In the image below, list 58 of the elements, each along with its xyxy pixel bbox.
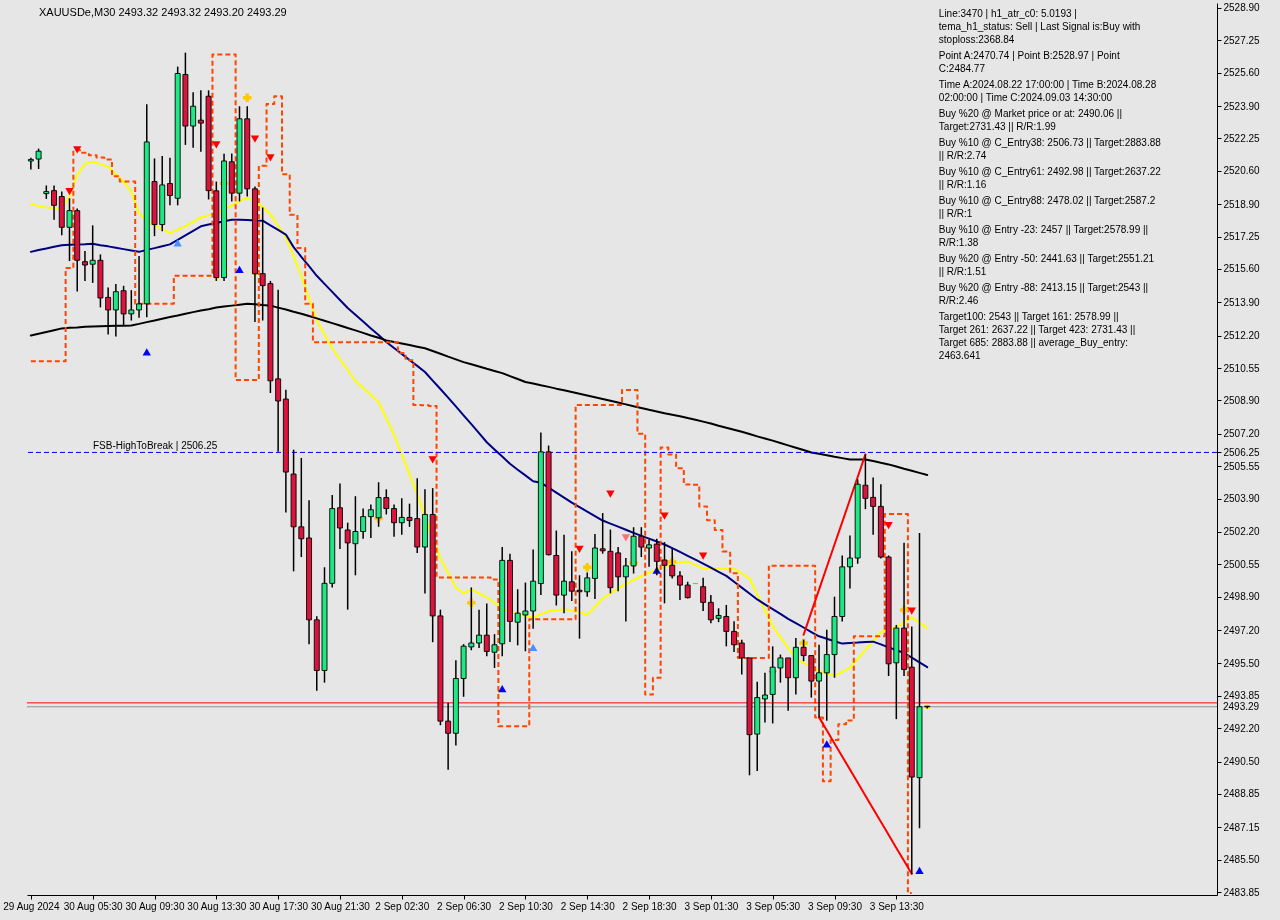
y-tick-label: 2507.20 (1223, 428, 1261, 440)
y-tick-label: 2503.90 (1223, 493, 1261, 505)
x-tick-label: 30 Aug 13:30 (187, 900, 247, 912)
annotation: Target100: 2543 || Target 161: 2578.99 || Target 261: 2637.22 || Target 423: 2731.43 || Target 685: 2883.88 || average_Buy_entry: 2463.641 (938, 311, 1136, 361)
y-tick-label: 2528.90 (1223, 2, 1261, 14)
y-tick-label: 2525.60 (1223, 67, 1261, 79)
y-tick-label: 2508.90 (1223, 394, 1261, 406)
y-tick-label: 2506.25 (1223, 446, 1261, 458)
y-tick-label: 2488.85 (1223, 788, 1261, 800)
annotation: Buy %10 @ Entry -23: 2457 || Target:2578.99 || R/R:1.38 (938, 224, 1149, 248)
x-tick-label: 3 Sep 13:30 (869, 900, 925, 912)
y-tick-label: 2502.20 (1223, 526, 1261, 538)
y-tick-label: 2517.25 (1223, 231, 1261, 243)
y-tick-label: 2527.25 (1223, 34, 1261, 46)
annotation: Time A:2024.08.22 17:00:00 | Time B:2024.08.28 02:00:00 | Time C:2024.09.03 14:30:00 (938, 79, 1157, 103)
annotation: Buy %20 @ Entry -50: 2441.63 || Target:2551.21 || R/R:1.51 (938, 253, 1155, 277)
x-tick-label: 30 Aug 05:30 (63, 900, 124, 912)
annotation: Line:3470 | h1_atr_c0: 5.0193 | tema_h1_status: Sell | Last Signal is:Buy with stoploss:2368.84 (938, 8, 1141, 45)
y-tick-label: 2485.50 (1223, 854, 1261, 866)
y-tick-label: 2522.25 (1223, 132, 1261, 144)
y-tick-label: 2505.55 (1223, 460, 1261, 472)
y-tick-label: 2523.90 (1223, 100, 1261, 112)
y-tick-label: 2510.55 (1223, 362, 1261, 374)
x-tick-label: 30 Aug 17:30 (249, 900, 309, 912)
y-tick-label: 2497.20 (1223, 624, 1261, 636)
y-tick-label: 2512.20 (1223, 330, 1261, 342)
ref-line-label: 2493.29 (1223, 700, 1260, 712)
x-tick-label: 29 Aug 2024 (3, 900, 60, 912)
y-tick-label: 2492.20 (1223, 722, 1261, 734)
y-tick-label: 2483.85 (1223, 886, 1261, 898)
chart-title: XAUUSDe,M30 2493.32 2493.32 2493.20 2493.29 (39, 6, 287, 18)
x-tick-label: 2 Sep 18:30 (622, 900, 677, 912)
annotation: Buy %10 @ C_Entry88: 2478.02 || Target:2587.2 || R/R:1 (938, 195, 1156, 219)
x-tick-label: 2 Sep 02:30 (375, 900, 430, 912)
x-tick-label: 3 Sep 05:30 (746, 900, 801, 912)
y-tick-label: 2500.55 (1223, 558, 1261, 570)
annotation: Buy %20 @ Entry -88: 2413.15 || Target:2543 || R/R:2.46 (938, 282, 1149, 306)
x-tick-label: 2 Sep 14:30 (560, 900, 616, 912)
y-tick-label: 2490.50 (1223, 756, 1261, 768)
x-tick-label: 30 Aug 09:30 (125, 900, 185, 912)
x-tick-label: 2 Sep 10:30 (498, 900, 554, 912)
y-tick-label: 2515.60 (1223, 263, 1261, 275)
y-tick-label: 2495.50 (1223, 657, 1261, 669)
x-tick-label: 30 Aug 21:30 (310, 900, 371, 912)
x-tick-label: 3 Sep 01:30 (684, 900, 739, 912)
y-tick-label: 2498.90 (1223, 591, 1261, 603)
y-tick-label: 2493.85 (1223, 690, 1261, 702)
annotation: Point A:2470.74 | Point B:2528.97 | Point C:2484.77 (938, 50, 1120, 74)
ref-line-label: FSB-HighToBreak | 2506.25 (93, 440, 218, 452)
x-tick-label: 2 Sep 06:30 (437, 900, 492, 912)
y-tick-label: 2520.60 (1223, 165, 1261, 177)
y-tick-label: 2518.90 (1223, 198, 1261, 210)
x-tick-label: 3 Sep 09:30 (808, 900, 863, 912)
annotation: Buy %20 @ Market price or at: 2490.06 || Target:2731.43 || R/R:1.99 (938, 108, 1123, 132)
y-tick-label: 2487.15 (1223, 821, 1261, 833)
annotation: Buy %10 @ C_Entry61: 2492.98 || Target:2637.22 || R/R:1.16 (938, 166, 1162, 190)
annotation: Buy %10 @ C_Entry38: 2506.73 || Target:2883.88 || R/R:2.74 (938, 137, 1162, 161)
y-tick-label: 2513.90 (1223, 296, 1261, 308)
